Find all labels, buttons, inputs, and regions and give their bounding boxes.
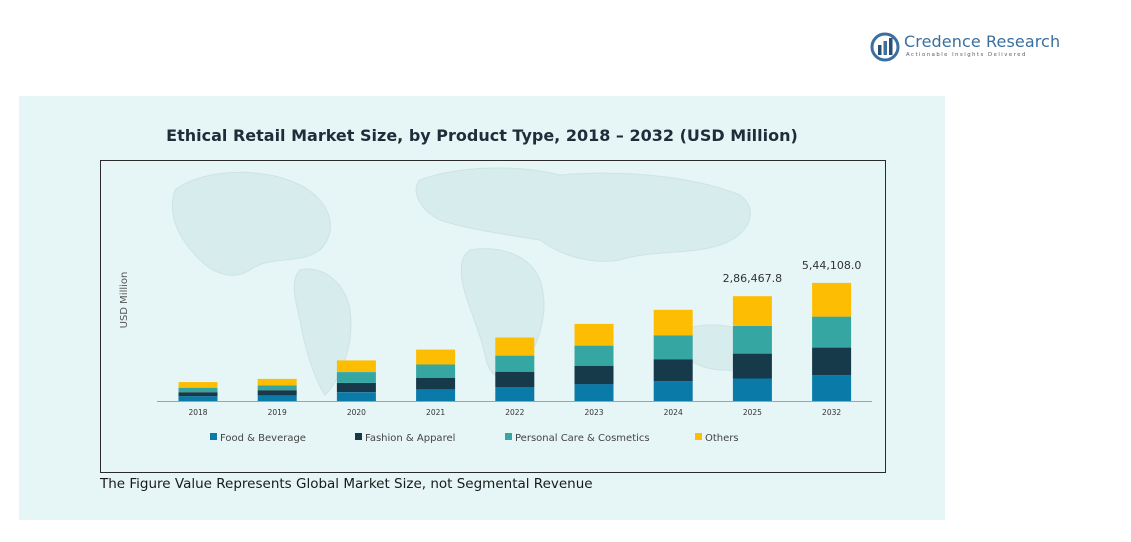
x-tick-label-2020: 2020 [347, 408, 366, 417]
bar-2018-series-1 [178, 396, 218, 401]
bar-2019-series-3 [257, 385, 297, 391]
bar-2024-series-1 [653, 381, 693, 401]
legend: Food & Beverage Fashion & Apparel Personal… [210, 433, 739, 444]
bar-2019-series-2 [257, 390, 297, 396]
bar-2023-series-1 [574, 384, 614, 401]
x-tick-label-2025: 2025 [743, 408, 762, 417]
bar-2022-series-4 [495, 337, 535, 356]
brand-tagline: Actionable Insights Delivered [906, 52, 1027, 58]
legend-label-4: Others [705, 433, 739, 444]
x-tick-label-2021: 2021 [426, 408, 445, 417]
annotations-layer: 2,86,467.8 5,44,108.0 [723, 259, 862, 285]
logo-mark-icon [870, 32, 900, 62]
bar-2024-series-4 [653, 309, 693, 336]
data-label-2025: 2,86,467.8 [723, 272, 782, 285]
world-map-watermark [171, 167, 767, 396]
bar-2021-series-3 [416, 364, 456, 378]
legend-swatch-3 [505, 433, 512, 440]
bar-2025-series-2 [732, 353, 772, 379]
legend-swatch-4 [695, 433, 702, 440]
bar-2032-series-4 [812, 282, 852, 317]
bar-2020-series-2 [336, 382, 376, 393]
x-tick-labels: 2018 2019 2020 2021 2022 2023 2024 2025 2032 [188, 408, 841, 417]
bars-layer [178, 282, 852, 401]
x-tick-label-2032: 2032 [822, 408, 841, 417]
bar-2023-series-2 [574, 365, 614, 385]
legend-swatch-2 [355, 433, 362, 440]
bar-2018-series-2 [178, 392, 218, 397]
data-label-2032: 5,44,108.0 [802, 259, 861, 272]
legend-label-2: Fashion & Apparel [365, 433, 455, 444]
bar-2023-series-3 [574, 345, 614, 366]
bar-2024-series-2 [653, 359, 693, 382]
x-tick-label-2022: 2022 [505, 408, 524, 417]
legend-label-3: Personal Care & Cosmetics [515, 433, 650, 444]
bar-2025-series-4 [732, 296, 772, 326]
legend-label-1: Food & Beverage [220, 433, 306, 444]
bar-2032-series-1 [812, 375, 852, 401]
bar-2020-series-4 [336, 360, 376, 372]
bar-2020-series-1 [336, 392, 376, 401]
bar-2025-series-1 [732, 378, 772, 401]
x-tick-label-2019: 2019 [268, 408, 287, 417]
bar-2022-series-2 [495, 371, 535, 387]
x-tick-label-2023: 2023 [584, 408, 603, 417]
bar-2025-series-3 [732, 325, 772, 354]
x-tick-label-2018: 2018 [188, 408, 207, 417]
bar-2021-series-4 [416, 349, 456, 365]
bar-2020-series-3 [336, 372, 376, 383]
bar-2022-series-3 [495, 355, 535, 372]
bar-2032-series-2 [812, 347, 852, 376]
chart-title: Ethical Retail Market Size, by Product T… [166, 126, 798, 145]
bar-2022-series-1 [495, 386, 535, 401]
bar-2021-series-1 [416, 389, 456, 401]
bar-2024-series-3 [653, 335, 693, 360]
brand-name: Credence Research [904, 32, 1061, 51]
bar-2019-series-4 [257, 378, 297, 386]
credence-research-logo: Credence Research Actionable Insights De… [870, 31, 1060, 63]
bar-2032-series-3 [812, 316, 852, 348]
x-tick-label-2024: 2024 [664, 408, 683, 417]
legend-swatch-1 [210, 433, 217, 440]
chart-frame [100, 160, 886, 473]
bar-2019-series-1 [257, 395, 297, 401]
bar-2021-series-2 [416, 377, 456, 390]
bar-2018-series-3 [178, 387, 218, 393]
footnote: The Figure Value Represents Global Marke… [100, 476, 593, 492]
bar-2023-series-4 [574, 323, 614, 346]
bar-2018-series-4 [178, 382, 218, 388]
y-axis-label: USD Million [119, 272, 130, 329]
